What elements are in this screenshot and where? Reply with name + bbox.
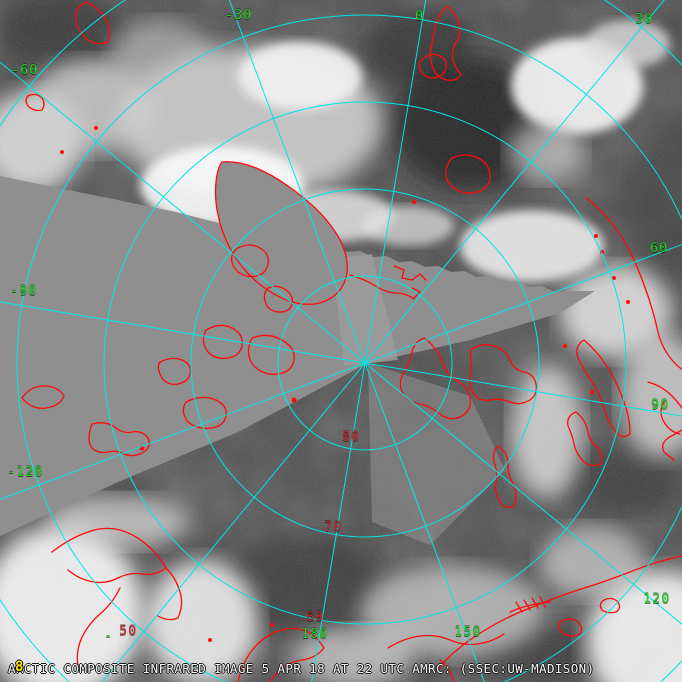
meridian-line: [0, 362, 366, 501]
caption: ARCTIC COMPOSITE INFRARED IMAGE 5 APR 18…: [8, 661, 595, 676]
station-marker-icon: 8: [15, 659, 24, 675]
greenland-coastline: [214, 161, 348, 305]
meridian-line: [228, 0, 366, 364]
coastlines-layer: [21, 1, 682, 682]
meridian-line: [364, 362, 682, 417]
latitude-circle-80: [277, 275, 453, 451]
meridian-line: [0, 301, 366, 364]
meridian-line: [364, 362, 682, 625]
latitude-circle-60: [103, 101, 627, 625]
latitude-circle-50: [16, 14, 682, 682]
meridian-line: [364, 243, 682, 364]
meridian-line: [311, 362, 366, 682]
meridian-line: [364, 362, 485, 682]
meridian-line: [101, 362, 366, 682]
meridian-line: [0, 61, 366, 364]
latitude-circle-70: [190, 188, 540, 538]
meridian-line: [364, 0, 427, 364]
meridian-line: [364, 0, 665, 364]
